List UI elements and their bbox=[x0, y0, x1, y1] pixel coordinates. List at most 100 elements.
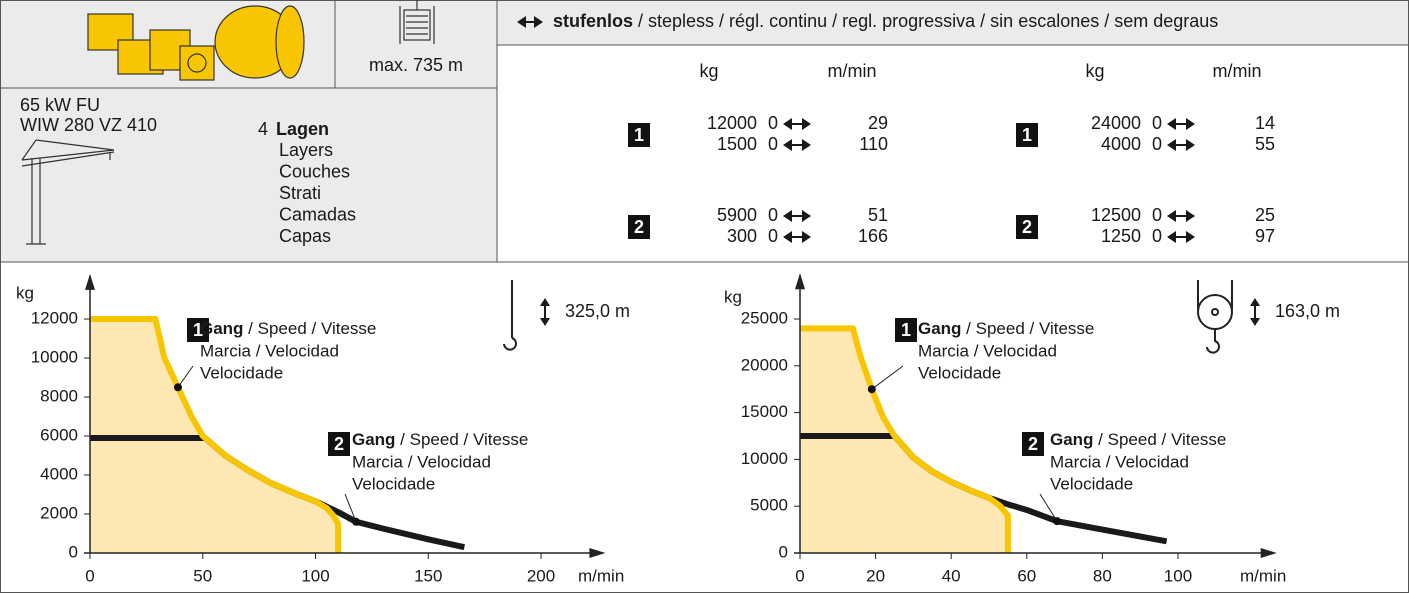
gear-label: Gang / Speed / Vitesse bbox=[352, 430, 528, 449]
gear-label: Gang / Speed / Vitesse bbox=[200, 319, 376, 338]
gear-badge-label: 2 bbox=[634, 217, 644, 237]
double-arrow bbox=[517, 16, 543, 28]
y-axis-arrow bbox=[795, 273, 805, 290]
crane-icon bbox=[21, 139, 115, 245]
gear-label-line: Marcia / Velocidad bbox=[200, 341, 339, 360]
double-arrow bbox=[783, 231, 811, 243]
y-tick-label: 4000 bbox=[40, 464, 78, 483]
mode-bold: stufenlos bbox=[553, 11, 633, 31]
y-tick-label: 0 bbox=[779, 542, 788, 561]
model: WIW 280 VZ 410 bbox=[20, 115, 157, 135]
layer-name: Couches bbox=[279, 161, 350, 181]
hook-height: 325,0 m bbox=[565, 301, 630, 321]
drum-icon bbox=[399, 0, 435, 44]
gear-badge-label: 2 bbox=[1028, 434, 1038, 454]
gear-badge bbox=[1016, 123, 1038, 147]
arrow-head bbox=[783, 231, 792, 243]
curve-point bbox=[1053, 517, 1062, 526]
y-tick-label: 10000 bbox=[31, 348, 78, 367]
speed-max: 14 bbox=[1255, 113, 1275, 133]
double-arrow bbox=[783, 118, 811, 130]
gear-label-bold: Gang bbox=[1050, 430, 1093, 449]
layer-name: Camadas bbox=[279, 204, 356, 224]
layer-name: Layers bbox=[279, 140, 333, 160]
leader-line bbox=[177, 365, 194, 388]
y-tick-label: 25000 bbox=[741, 308, 788, 327]
layers-count: 4 bbox=[258, 119, 268, 139]
gear-badge-label: 1 bbox=[1022, 125, 1032, 145]
y-tick-label: 10000 bbox=[741, 449, 788, 468]
gear-badge-label: 2 bbox=[334, 434, 344, 454]
y-axis-arrow bbox=[85, 273, 95, 290]
gear-label-bold: Gang bbox=[200, 319, 243, 338]
max-depth: max. 735 m bbox=[369, 55, 463, 75]
speed-max: 97 bbox=[1255, 226, 1275, 246]
gear-label: Gang / Speed / Vitesse bbox=[918, 319, 1094, 338]
arrow-head bbox=[783, 210, 792, 222]
gear-label-line: Velocidade bbox=[1050, 474, 1133, 493]
gear-badge bbox=[628, 123, 650, 147]
gear-label-rest: / Speed / Vitesse bbox=[961, 319, 1094, 338]
gear-label-line: Velocidade bbox=[918, 363, 1001, 382]
arrow-head bbox=[540, 298, 550, 306]
y-tick-label: 0 bbox=[69, 542, 78, 561]
gear-badge bbox=[187, 318, 209, 342]
arrow-head bbox=[1167, 139, 1176, 151]
speed-max: 51 bbox=[868, 205, 888, 225]
gear-label-line: Marcia / Velocidad bbox=[1050, 452, 1189, 471]
mode-text: stufenlos / stepless / régl. continu / r… bbox=[553, 11, 1218, 31]
gear-badge-label: 1 bbox=[901, 320, 911, 340]
x-axis-label: m/min bbox=[578, 566, 624, 585]
speed-max: 25 bbox=[1255, 205, 1275, 225]
gear-label-line: Velocidade bbox=[200, 363, 283, 382]
leader-line bbox=[871, 365, 904, 390]
unit-label: kg bbox=[699, 61, 718, 81]
arrow-head bbox=[802, 118, 811, 130]
arrow-head bbox=[802, 210, 811, 222]
gear-label-line: Marcia / Velocidad bbox=[352, 452, 491, 471]
y-axis-label: kg bbox=[16, 283, 34, 302]
hook-icon bbox=[503, 280, 517, 351]
arrow-head bbox=[802, 231, 811, 243]
speed-min: 0 bbox=[768, 113, 778, 133]
load-kg: 4000 bbox=[1101, 134, 1141, 154]
double-arrow bbox=[783, 139, 811, 151]
speed-min: 0 bbox=[1152, 226, 1162, 246]
load-kg: 12500 bbox=[1091, 205, 1141, 225]
gear-label-line: Velocidade bbox=[352, 474, 435, 493]
hook-height: 163,0 m bbox=[1275, 301, 1340, 321]
x-tick-label: 200 bbox=[527, 566, 555, 585]
speed-max: 29 bbox=[868, 113, 888, 133]
x-tick-label: 100 bbox=[1164, 566, 1192, 585]
arrow-head bbox=[783, 139, 792, 151]
arrow-head bbox=[1250, 318, 1260, 326]
gear-label-bold: Gang bbox=[918, 319, 961, 338]
y-axis-label: kg bbox=[724, 287, 742, 306]
vertical-double-arrow bbox=[1250, 298, 1260, 326]
y-tick-label: 6000 bbox=[40, 426, 78, 445]
arrow-head bbox=[1167, 118, 1176, 130]
arrow-head bbox=[540, 318, 550, 326]
gear-label: Gang / Speed / Vitesse bbox=[1050, 430, 1226, 449]
leader-line bbox=[344, 493, 357, 522]
gear-label-rest: / Speed / Vitesse bbox=[395, 430, 528, 449]
gear-badge bbox=[628, 215, 650, 239]
double-arrow bbox=[1167, 210, 1195, 222]
load-kg: 1250 bbox=[1101, 226, 1141, 246]
gear-label-bold: Gang bbox=[352, 430, 395, 449]
pulley-hook-icon bbox=[1197, 280, 1233, 354]
y-tick-label: 2000 bbox=[40, 503, 78, 522]
speed-min: 0 bbox=[768, 226, 778, 246]
x-tick-label: 60 bbox=[1017, 566, 1036, 585]
x-axis-label: m/min bbox=[1240, 566, 1286, 585]
double-arrow bbox=[1167, 118, 1195, 130]
gear-label-rest: / Speed / Vitesse bbox=[243, 319, 376, 338]
load-kg: 24000 bbox=[1091, 113, 1141, 133]
arrow-head bbox=[1186, 231, 1195, 243]
motor: 65 kW FU bbox=[20, 95, 100, 115]
curve-line bbox=[800, 325, 1011, 553]
speed-max: 55 bbox=[1255, 134, 1275, 154]
x-tick-label: 0 bbox=[85, 566, 94, 585]
